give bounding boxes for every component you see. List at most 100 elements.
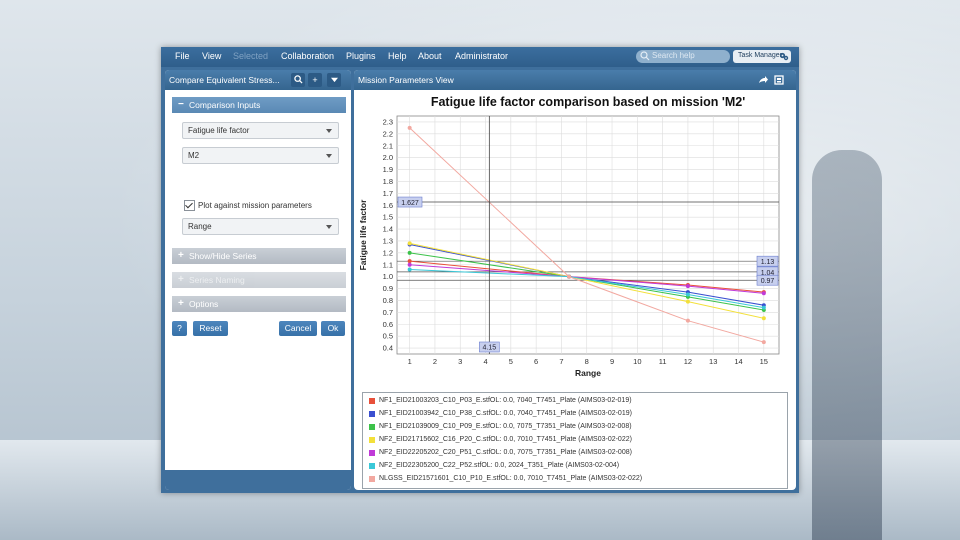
reference-label: 1.13 <box>761 259 775 266</box>
y-tick-label: 1.4 <box>383 225 393 234</box>
legend-marker <box>369 450 375 456</box>
search-panel-button[interactable] <box>291 73 305 87</box>
mission-select[interactable]: M2 <box>182 147 339 164</box>
data-point <box>761 340 766 345</box>
data-point <box>407 267 412 272</box>
x-tick-label: 1 <box>408 357 412 366</box>
menu-plugins[interactable]: Plugins <box>346 51 376 61</box>
menu-view[interactable]: View <box>202 51 222 61</box>
task-manager-label: Task Manager <box>738 52 782 59</box>
share-icon[interactable] <box>758 75 768 85</box>
expand-icon: + <box>178 250 184 261</box>
x-tick-label: 11 <box>659 357 667 366</box>
cancel-button[interactable]: Cancel <box>279 321 317 336</box>
parameter-select[interactable]: Range <box>182 218 339 235</box>
metric-select-value: Fatigue life factor <box>188 126 250 135</box>
gears-icon <box>779 52 789 61</box>
reference-label-box <box>756 274 779 286</box>
search-icon <box>293 75 303 84</box>
legend-label: NF2_EID22205202_C20_P51_C.stfOL: 0.0, 70… <box>379 449 632 456</box>
y-tick-label: 1.3 <box>383 236 393 245</box>
mission-select-value: M2 <box>188 151 200 160</box>
data-point <box>407 262 412 267</box>
legend-label: NF1_EID21039009_C10_P09_E.stfOL: 0.0, 70… <box>379 423 632 430</box>
data-point <box>685 299 690 304</box>
x-tick-label: 4 <box>483 357 487 366</box>
search-help-input[interactable]: Search help <box>636 50 730 63</box>
plot-against-checkbox[interactable] <box>184 200 195 211</box>
reference-label-box <box>756 255 779 267</box>
fatigue-chart[interactable]: Fatigue life factor comparison based on … <box>354 90 796 390</box>
crosshair-y-label-box <box>397 196 423 208</box>
y-tick-label: 0.9 <box>383 284 393 293</box>
y-tick-label: 0.8 <box>383 296 393 305</box>
section-show-hide-series[interactable]: + Show/Hide Series <box>172 248 346 264</box>
data-point <box>685 284 690 289</box>
y-tick-label: 2.3 <box>383 117 393 126</box>
menu-about[interactable]: About <box>418 51 442 61</box>
menu-help[interactable]: Help <box>388 51 407 61</box>
chart-title: Fatigue life factor comparison based on … <box>431 95 745 109</box>
mission-view-title: Mission Parameters View <box>358 75 454 85</box>
menu-file[interactable]: File <box>175 51 190 61</box>
task-manager-button[interactable]: Task Manager <box>733 50 791 63</box>
section-show-hide-series-label: Show/Hide Series <box>189 251 257 261</box>
menu-administrator[interactable]: Administrator <box>455 51 509 61</box>
caret-down-icon <box>330 77 338 83</box>
x-tick-label: 10 <box>633 357 641 366</box>
expand-icon: + <box>178 298 184 309</box>
compare-panel-header: Compare Equivalent Stress... + <box>165 70 351 90</box>
y-tick-label: 2.1 <box>383 141 393 150</box>
chevron-down-icon <box>326 129 332 133</box>
data-point <box>407 250 412 255</box>
plot-area <box>396 115 780 355</box>
metric-select[interactable]: Fatigue life factor <box>182 122 339 139</box>
x-tick-label: 14 <box>734 357 742 366</box>
x-tick-label: 2 <box>433 357 437 366</box>
y-tick-label: 2.0 <box>383 153 393 162</box>
help-button[interactable]: ? <box>172 321 187 336</box>
x-tick-label: 5 <box>509 357 513 366</box>
y-tick-label: 0.5 <box>383 332 393 341</box>
collapse-icon: − <box>178 99 184 110</box>
legend-marker <box>369 411 375 417</box>
y-tick-label: 1.0 <box>383 272 393 281</box>
legend-marker <box>369 398 375 404</box>
plus-icon: + <box>312 75 318 85</box>
ok-button[interactable]: Ok <box>321 321 345 336</box>
mission-view-header: Mission Parameters View <box>354 70 796 90</box>
data-point <box>407 259 412 264</box>
section-comparison-inputs[interactable]: − Comparison Inputs <box>172 97 346 113</box>
section-comparison-inputs-label: Comparison Inputs <box>189 100 261 110</box>
reset-button[interactable]: Reset <box>193 321 228 336</box>
search-placeholder: Search help <box>652 51 695 60</box>
section-options[interactable]: + Options <box>172 296 346 312</box>
chevron-down-icon <box>326 225 332 229</box>
data-point <box>761 291 766 296</box>
menu-collaboration[interactable]: Collaboration <box>281 51 335 61</box>
legend-marker <box>369 476 375 482</box>
x-axis-label: Range <box>575 368 601 378</box>
y-tick-label: 0.7 <box>383 308 393 317</box>
x-tick-label: 7 <box>559 357 563 366</box>
y-tick-label: 1.5 <box>383 213 393 222</box>
menu-selected[interactable]: Selected <box>233 51 269 61</box>
crosshair-x-label: 4.15 <box>483 345 497 352</box>
y-tick-label: 0.4 <box>383 344 393 353</box>
compare-panel-footer <box>165 470 351 490</box>
y-tick-label: 1.8 <box>383 177 393 186</box>
data-point <box>685 292 690 297</box>
y-axis-label: Fatigue life factor <box>358 199 368 271</box>
panel-menu-button[interactable] <box>327 73 341 87</box>
crosshair-x-label-box <box>479 341 500 353</box>
legend-label: NF2_EID21715602_C16_P20_C.stfOL: 0.0, 70… <box>379 436 632 443</box>
chevron-down-icon <box>326 154 332 158</box>
menubar: File View Selected Collaboration Plugins… <box>161 47 799 67</box>
add-button[interactable]: + <box>308 73 322 87</box>
export-icon[interactable] <box>774 75 784 85</box>
crosshair-y-label: 1.627 <box>401 200 419 207</box>
section-series-naming[interactable]: + Series Naming <box>172 272 346 288</box>
y-tick-label: 1.7 <box>383 189 393 198</box>
legend-label: NF1_EID21003942_C10_P38_C.stfOL: 0.0, 70… <box>379 410 632 417</box>
data-point <box>761 316 766 321</box>
